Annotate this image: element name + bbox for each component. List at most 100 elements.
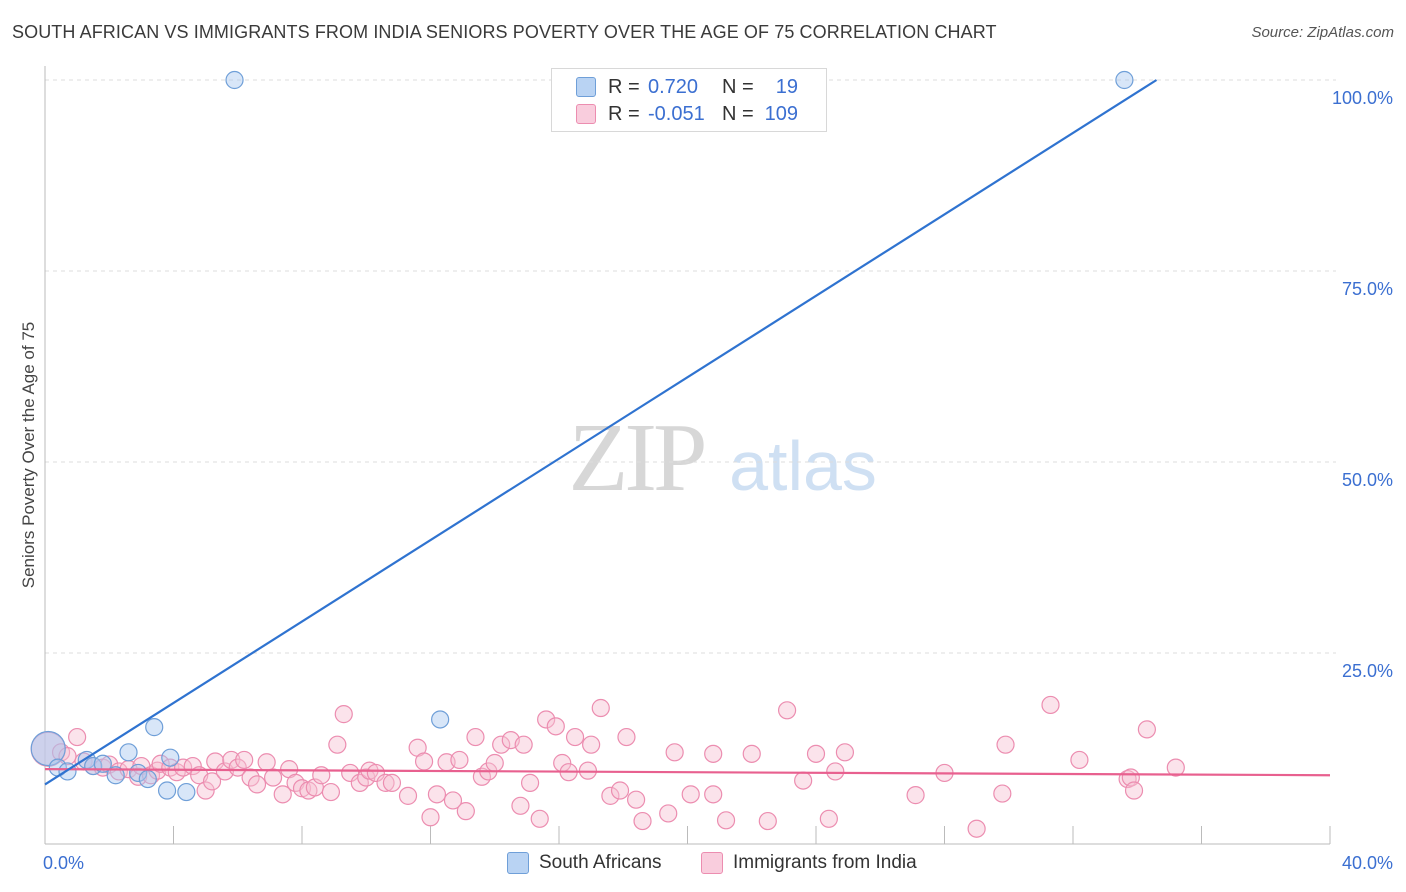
chart-title: SOUTH AFRICAN VS IMMIGRANTS FROM INDIA S… — [12, 22, 997, 42]
india-point — [366, 763, 385, 783]
legend-r-label: R = — [608, 75, 640, 98]
india-point — [1137, 720, 1156, 739]
series-south-africans-points — [30, 70, 1134, 802]
correlation-legend: R = 0.720 N = 19 R = -0.051 N = 109 — [551, 68, 827, 132]
india-point — [466, 727, 485, 747]
legend-label-immigrants-from-india: Immigrants from India — [733, 852, 917, 873]
south-african-point — [177, 782, 196, 802]
india-point — [334, 705, 353, 724]
india-point — [610, 781, 630, 800]
india-point — [485, 753, 504, 773]
india-point — [530, 809, 549, 828]
india-point — [151, 754, 170, 773]
south-african-point — [138, 769, 157, 789]
trend-line-south-africans — [44, 79, 1158, 786]
india-point — [633, 811, 652, 831]
india-point — [492, 735, 511, 754]
india-point — [174, 758, 193, 777]
india-point — [996, 735, 1015, 754]
legend-n-label: N = — [722, 102, 754, 125]
watermark-zip: ZIP — [569, 404, 704, 512]
india-point — [617, 727, 636, 747]
india-point — [794, 771, 813, 790]
legend-row-immigrants-from-india: R = -0.051 N = 109 — [576, 102, 798, 126]
india-point — [742, 744, 761, 763]
india-point — [1124, 781, 1144, 800]
india-point — [196, 781, 215, 800]
india-point — [1041, 695, 1060, 715]
south-african-point — [30, 730, 66, 767]
india-point — [565, 727, 585, 747]
india-point — [421, 808, 440, 827]
y-tick-label: 25.0% — [1342, 661, 1393, 681]
india-point — [1070, 750, 1089, 770]
x-tick-label: 0.0% — [43, 853, 84, 873]
india-point — [546, 717, 565, 736]
india-point — [601, 786, 620, 805]
south-african-point — [1115, 70, 1134, 90]
india-point — [704, 744, 723, 763]
south-african-point — [157, 781, 177, 800]
india-point — [591, 698, 610, 718]
india-point — [665, 743, 684, 762]
trend-lines — [44, 79, 1331, 786]
gridlines — [45, 79, 1336, 654]
south-african-point — [161, 748, 180, 767]
india-point — [228, 758, 247, 777]
india-point — [511, 796, 530, 815]
legend-r-label: R = — [608, 102, 640, 125]
india-point — [414, 752, 434, 771]
india-point — [450, 750, 469, 770]
india-point — [263, 768, 283, 787]
y-tick-label: 50.0% — [1342, 470, 1393, 490]
legend-r-value: 0.720 — [648, 75, 699, 98]
india-point — [582, 735, 601, 754]
india-point — [716, 811, 736, 830]
south-african-point — [93, 754, 112, 773]
y-tick-labels: 25.0% 50.0% 75.0% 100.0% — [1332, 88, 1393, 681]
legend-swatch-blue — [507, 852, 529, 874]
india-point — [273, 785, 292, 804]
x-tick-label: 40.0% — [1342, 853, 1393, 873]
south-african-point — [106, 766, 125, 785]
y-tick-label: 100.0% — [1332, 88, 1393, 108]
india-point — [819, 809, 838, 828]
legend-item-immigrants-from-india: Immigrants from India — [701, 852, 917, 874]
india-point — [202, 772, 222, 791]
y-tick-label: 75.0% — [1342, 279, 1393, 299]
south-african-point — [119, 743, 138, 762]
india-point — [993, 784, 1012, 803]
india-point — [704, 785, 723, 804]
india-point — [321, 782, 341, 802]
legend-swatch-pink — [576, 104, 596, 124]
legend-n-value: 19 — [775, 75, 798, 98]
india-point — [777, 701, 797, 720]
x-tick-labels: 0.0% 40.0% — [43, 853, 1393, 873]
india-point — [681, 785, 700, 804]
india-point — [427, 785, 447, 804]
source-credit: Source: ZipAtlas.com — [1251, 24, 1394, 41]
india-point — [398, 786, 418, 805]
india-point — [443, 791, 463, 810]
india-point — [626, 790, 646, 809]
india-point — [537, 710, 556, 729]
india-point — [257, 753, 276, 772]
india-point — [906, 786, 925, 805]
legend-item-south-africans: South Africans — [507, 852, 662, 874]
legend-row-south-africans: R = 0.720 N = 19 — [576, 75, 798, 99]
india-point — [247, 775, 267, 794]
india-point — [758, 811, 777, 831]
india-point — [1166, 758, 1185, 777]
india-point — [235, 750, 254, 770]
south-african-point — [225, 70, 244, 90]
legend-r-value: -0.051 — [648, 102, 705, 125]
legend-n-label: N = — [722, 75, 754, 98]
india-point — [806, 744, 826, 763]
india-point — [520, 773, 540, 792]
south-african-point — [145, 718, 164, 737]
india-point — [456, 802, 475, 821]
india-point — [376, 773, 395, 792]
legend-label-south-africans: South Africans — [539, 852, 662, 873]
watermark-atlas: atlas — [729, 427, 877, 505]
